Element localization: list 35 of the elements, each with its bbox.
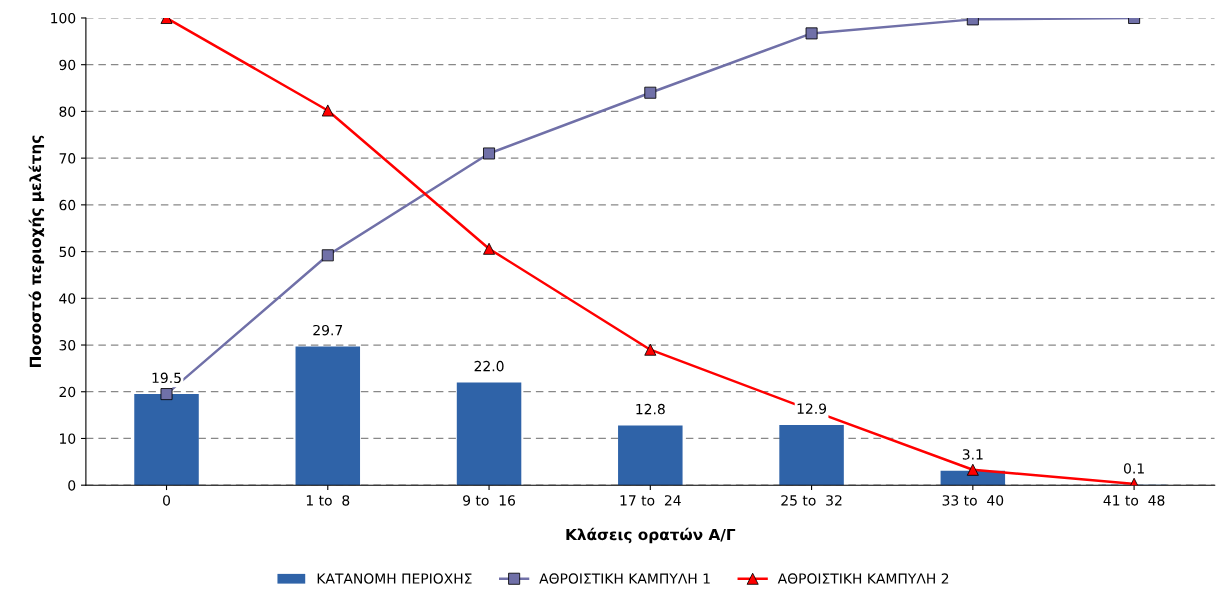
y-tick-label: 20 [59, 386, 76, 398]
y-tick-label: 10 [60, 433, 76, 444]
legend-label: ΑΘΡΟΙΣΤΙΚΗ ΚΑΜΠΥΛΗ 2 [777, 573, 949, 584]
data-label: 12.8 [636, 403, 665, 415]
x-tick-label: 41 to 48 [1103, 495, 1165, 506]
bar [295, 346, 361, 486]
x-axis-title: Κλάσεις ορατών Α/Γ [566, 527, 736, 544]
y-tick-label: 0 [68, 480, 76, 491]
point [483, 147, 496, 160]
bar [618, 425, 683, 486]
legend-label: ΑΘΡΟΙΣΤΙΚΗ ΚΑΜΠΥΛΗ 1 [539, 573, 710, 584]
x-tick-label: 1 to 8 [306, 495, 350, 506]
y-tick-label: 100 [51, 12, 76, 24]
bar [779, 424, 844, 486]
y-axis-title: Ποσοστό περιοχής μελέτης [28, 135, 45, 368]
x-tick-label: 9 to 16 [463, 495, 516, 506]
bar [456, 382, 522, 486]
y-tick-label: 30 [59, 339, 76, 351]
legend-label: ΚΑΤΑΝΟΜΗ ΠΕΡΙΟΧΗΣ [317, 573, 472, 584]
y-tick-label: 50 [59, 246, 76, 258]
y-tick-label: 90 [59, 59, 76, 71]
bar [134, 394, 199, 486]
data-label: 19.5 [152, 372, 181, 384]
data-label: 22.0 [474, 360, 504, 372]
data-label: 29.7 [313, 324, 343, 336]
y-tick-label: 40 [59, 293, 76, 304]
y-tick-label: 70 [59, 153, 76, 164]
x-tick-label: 0 [163, 495, 171, 506]
y-tick-label: 60 [59, 199, 76, 211]
x-tick-label: 25 to 32 [781, 495, 842, 506]
y-tick-label: 80 [59, 106, 76, 117]
data-label: 3.1 [962, 449, 983, 460]
x-tick-label: 33 to 40 [942, 495, 1004, 506]
x-tick-label: 17 to 24 [620, 495, 681, 506]
data-label: 0.1 [1123, 463, 1144, 474]
